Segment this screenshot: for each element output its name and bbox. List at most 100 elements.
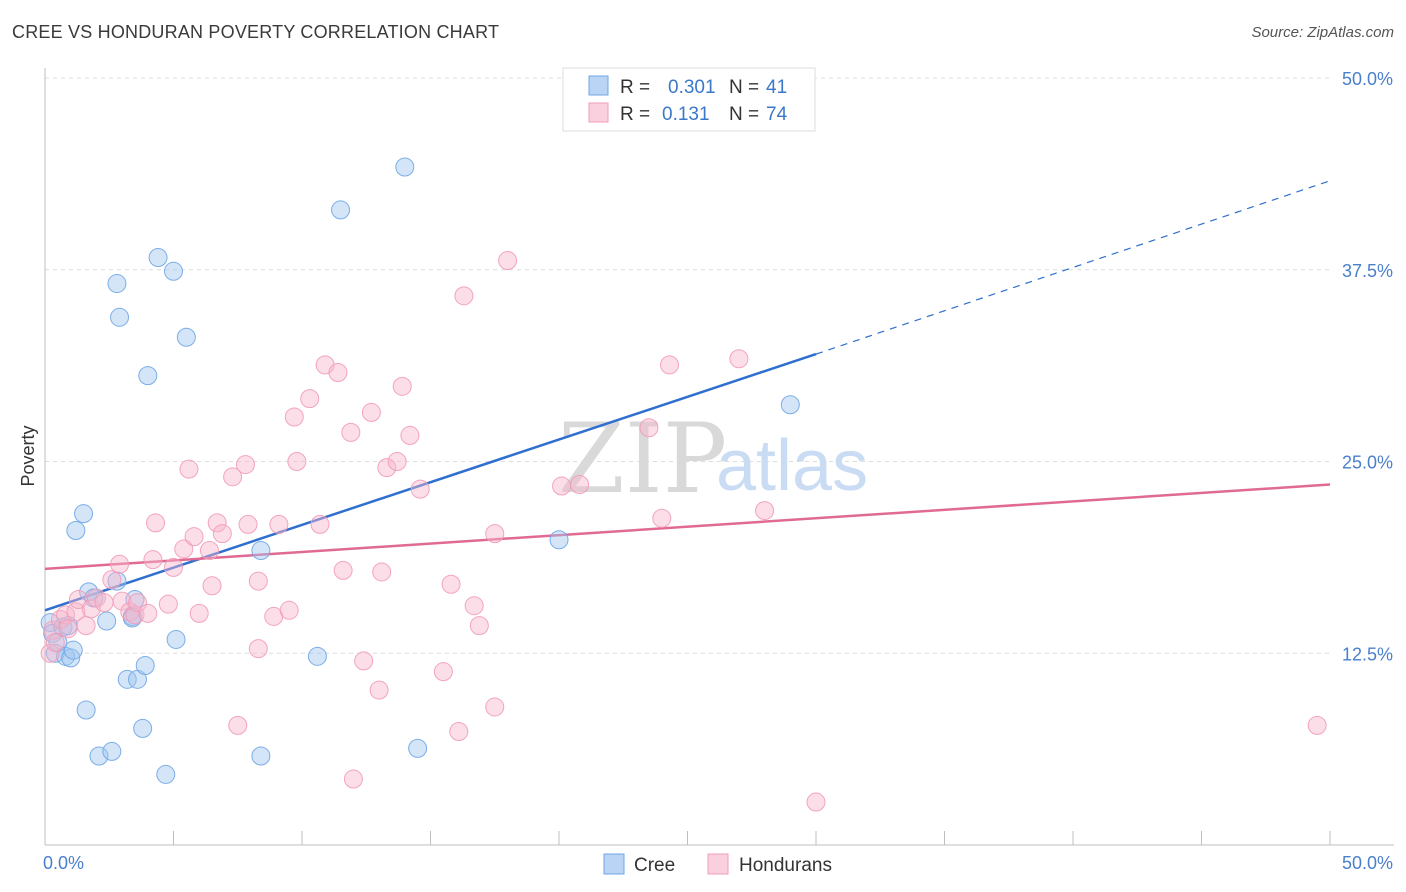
- hondurans-point-39: [279, 600, 299, 620]
- cree-point-31: [251, 540, 271, 560]
- legend-r-value-1: 0.301: [668, 77, 716, 98]
- cree-point-28: [164, 261, 183, 281]
- hondurans-point-13: [110, 554, 130, 574]
- bottom-legend-swatch-cree: [603, 853, 625, 875]
- hondurans-point-33: [235, 455, 255, 475]
- hondurans-point-25: [184, 527, 204, 547]
- hondurans-point-23: [174, 539, 194, 559]
- hondurans-point-73: [755, 501, 775, 521]
- hondurans-point-61: [454, 286, 474, 306]
- axes: [44, 68, 1394, 846]
- cree-point-16: [102, 741, 122, 761]
- legend-swatch-cree: [588, 75, 609, 96]
- hondurans-point-42: [300, 389, 320, 409]
- hondurans-point-31: [223, 467, 243, 487]
- cree-point-20: [117, 669, 137, 689]
- watermark-zip: ZIP: [558, 403, 727, 515]
- hondurans-point-26: [189, 603, 209, 623]
- hondurans-point-34: [238, 514, 258, 534]
- cree-point-35: [395, 157, 415, 177]
- hondurans-trend-line: [44, 483, 1331, 571]
- cree-point-12: [79, 582, 99, 602]
- hondurans-point-66: [498, 251, 518, 271]
- cree-point-27: [156, 764, 176, 784]
- hondurans-point-60: [449, 721, 469, 741]
- hondurans-point-32: [228, 715, 248, 735]
- hondurans-point-57: [410, 479, 430, 499]
- cree-point-36: [408, 738, 428, 758]
- hondurans-point-49: [354, 651, 374, 671]
- hondurans-point-19: [143, 550, 163, 570]
- hondurans-point-56: [400, 425, 420, 445]
- y-axis-title: Poverty: [18, 425, 38, 486]
- cree-point-38: [780, 395, 800, 415]
- hondurans-point-72: [729, 349, 749, 369]
- hondurans-point-0: [40, 643, 60, 663]
- hondurans-point-18: [138, 603, 158, 623]
- cree-trend-line: [44, 352, 817, 612]
- cree-point-32: [251, 746, 271, 766]
- cree-point-33: [307, 646, 327, 666]
- hondurans-point-35: [248, 571, 268, 591]
- hondurans-point-50: [361, 402, 381, 422]
- cree-point-9: [66, 521, 86, 541]
- hondurans-point-5: [58, 619, 78, 639]
- y-tick-label-2: 37.5%: [1342, 261, 1393, 281]
- y-tick-label-1: 25.0%: [1342, 453, 1393, 473]
- chart-title: CREE VS HONDURAN POVERTY CORRELATION CHA…: [12, 22, 500, 42]
- hondurans-point-69: [639, 418, 659, 438]
- cree-point-10: [74, 504, 94, 524]
- hondurans-point-46: [333, 560, 353, 580]
- cree-point-24: [135, 656, 155, 676]
- legend-n-label-2: N =: [729, 104, 759, 125]
- x-tick-label-min: 0.0%: [43, 853, 84, 873]
- cree-point-26: [148, 247, 168, 267]
- cree-point-8: [63, 640, 83, 660]
- hondurans-point-71: [660, 355, 680, 375]
- cree-point-19: [110, 307, 130, 327]
- y-tick-label-3: 50.0%: [1342, 69, 1393, 89]
- hondurans-point-51: [369, 680, 389, 700]
- legend: R = 0.301 N = 41 R = 0.131 N = 74: [562, 67, 816, 132]
- hondurans-point-36: [248, 639, 268, 659]
- hondurans-point-28: [202, 576, 222, 596]
- hondurans-point-41: [287, 452, 307, 471]
- hondurans-point-4: [56, 605, 76, 625]
- y-tick-label-0: 12.5%: [1342, 644, 1393, 664]
- hondurans-point-20: [146, 513, 166, 533]
- hondurans-point-64: [485, 524, 505, 544]
- legend-n-label-1: N =: [729, 77, 759, 98]
- hondurans-point-2: [45, 633, 65, 653]
- hondurans-point-29: [207, 513, 227, 533]
- hondurans-point-1: [43, 620, 63, 640]
- hondurans-point-38: [269, 514, 289, 534]
- hondurans-point-30: [212, 524, 232, 544]
- watermark-atlas: atlas: [716, 426, 868, 506]
- hondurans-point-52: [372, 562, 392, 582]
- hondurans-point-65: [485, 697, 505, 717]
- cree-point-37: [549, 530, 569, 550]
- hondurans-point-70: [652, 508, 672, 528]
- cree-point-15: [97, 611, 117, 631]
- hondurans-point-58: [433, 662, 453, 682]
- cree-point-11: [76, 700, 96, 720]
- bottom-legend-label-hondurans: Hondurans: [739, 855, 832, 876]
- bottom-legend: Cree Hondurans: [603, 853, 832, 876]
- cree-point-29: [166, 629, 186, 649]
- cree-point-25: [138, 366, 158, 386]
- hondurans-point-48: [343, 769, 363, 789]
- tick-labels: 12.5% 25.0% 37.5% 50.0% 0.0% 50.0%: [43, 69, 1393, 873]
- legend-r-label-1: R =: [620, 77, 650, 98]
- grid-lines: [45, 77, 1330, 654]
- hondurans-point-9: [81, 599, 101, 619]
- hondurans-point-21: [158, 594, 178, 614]
- hondurans-point-12: [102, 570, 122, 590]
- hondurans-point-75: [1307, 715, 1327, 735]
- cree-point-18: [107, 274, 127, 294]
- hondurans-point-11: [94, 593, 114, 613]
- cree-point-7: [61, 648, 81, 668]
- hondurans-point-74: [806, 792, 826, 812]
- hondurans-point-68: [570, 475, 590, 495]
- hondurans-point-43: [310, 514, 330, 534]
- hondurans-point-6: [66, 602, 86, 622]
